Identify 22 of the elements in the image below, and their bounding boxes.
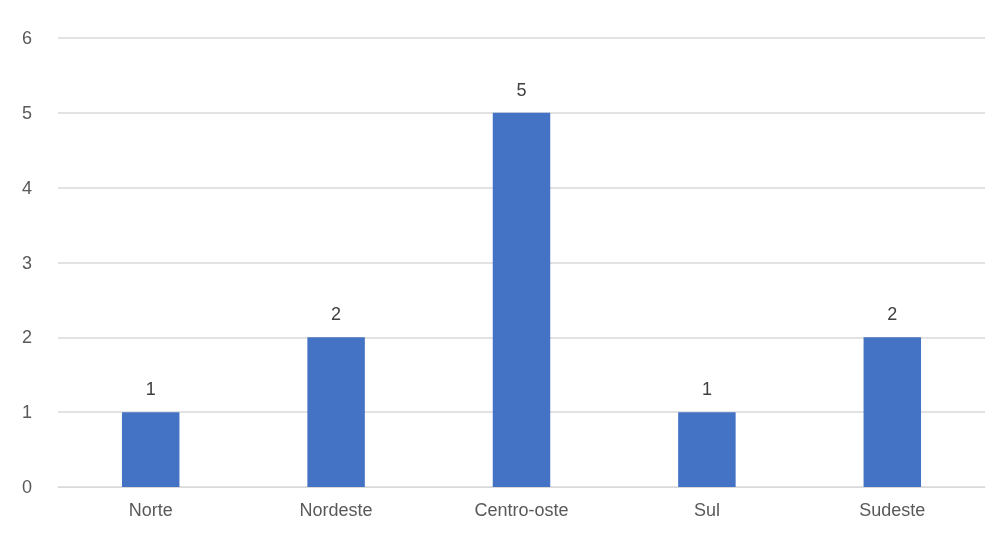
y-tick-label: 1 (21, 402, 32, 423)
data-label: 2 (887, 304, 898, 325)
x-tick-label: Sul (693, 500, 720, 520)
y-tick-label: 5 (21, 102, 32, 123)
x-tick-label: Norte (128, 500, 173, 520)
y-tick-label: 0 (21, 477, 32, 497)
data-label: 5 (516, 79, 527, 100)
bar (307, 337, 365, 487)
bar (121, 412, 180, 487)
x-tick-label: Centro-oste (474, 500, 569, 520)
y-tick-label: 2 (21, 327, 32, 348)
bar (863, 337, 922, 487)
x-tick-label: Nordeste (299, 500, 373, 520)
data-label: 2 (331, 304, 342, 325)
y-tick-label: 3 (21, 252, 32, 273)
bar (492, 112, 551, 487)
y-tick-label: 6 (21, 28, 32, 48)
y-tick-label: 4 (21, 177, 32, 198)
x-tick-label: Sudeste (859, 500, 926, 520)
data-label: 1 (145, 379, 156, 400)
bar (678, 412, 736, 487)
data-label: 1 (701, 379, 712, 400)
